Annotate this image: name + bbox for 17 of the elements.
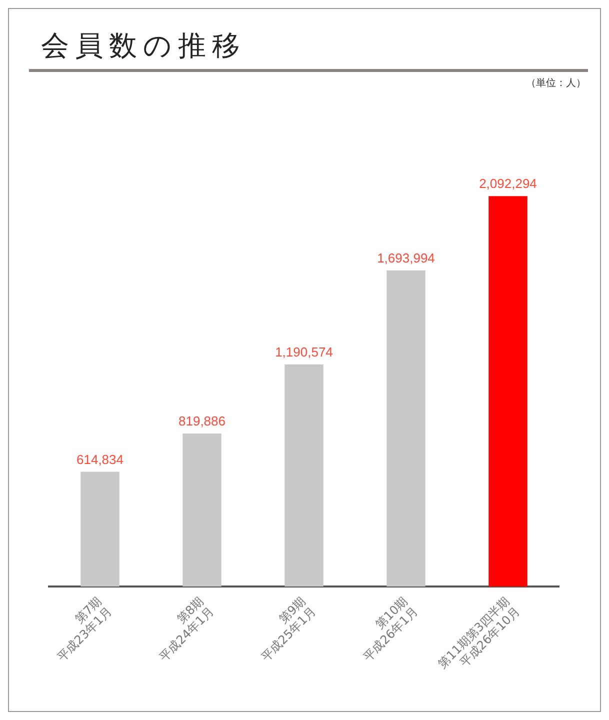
x-tick-label: 第11期第3四半期 平成26年10月: [435, 594, 523, 672]
x-tick-label: 第9期 平成25年1月: [258, 594, 319, 664]
bar: [488, 196, 528, 587]
data-label: 819,886: [178, 414, 226, 429]
chart-title: 会員数の推移: [29, 27, 588, 72]
x-tick-label: 第8期 平成24年1月: [156, 594, 217, 664]
x-tick-label: 第7期 平成23年1月: [54, 594, 115, 664]
text: （単位：人）: [525, 77, 586, 90]
bar: [80, 472, 120, 587]
bar: [182, 434, 222, 587]
x-tick-label: 第10期 平成26年1月: [360, 594, 421, 664]
data-label: 614,834: [76, 452, 124, 467]
data-label: 2,092,294: [479, 176, 537, 192]
bar: [386, 270, 426, 587]
bar: [284, 364, 324, 587]
data-label: 1,190,574: [275, 344, 333, 360]
data-label: 1,693,994: [377, 250, 435, 266]
